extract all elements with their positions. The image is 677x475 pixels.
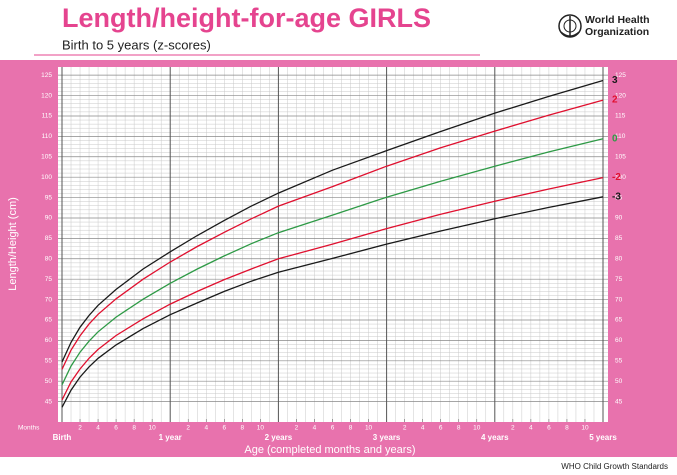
- series-label: 3: [612, 75, 618, 86]
- y-tick-label: 55: [615, 358, 623, 365]
- who-logo: [558, 14, 582, 38]
- org-name: World Health: [585, 14, 650, 26]
- month-tick-label: 10: [473, 425, 481, 432]
- month-tick-label: 10: [257, 425, 265, 432]
- y-tick-label: 110: [615, 133, 626, 140]
- y-tick-label: 70: [45, 296, 53, 303]
- x-tick-label: 1 year: [159, 433, 182, 442]
- month-tick-label: 2: [186, 425, 190, 432]
- y-tick-label: 45: [615, 398, 623, 405]
- y-tick-label: 80: [45, 256, 53, 263]
- month-tick-label: 10: [365, 425, 373, 432]
- series-label: -3: [612, 191, 621, 202]
- series-line: [61, 176, 604, 401]
- month-tick-label: 8: [349, 425, 353, 432]
- y-tick-label: 85: [45, 235, 53, 242]
- y-tick-label: 125: [41, 72, 52, 79]
- y-tick-label: 115: [42, 113, 53, 120]
- y-tick-label: 115: [615, 113, 626, 120]
- org-name: Organization: [585, 26, 649, 38]
- y-tick-label: 125: [615, 72, 626, 79]
- month-tick-label: 4: [96, 425, 100, 432]
- series-label: 0: [612, 133, 618, 144]
- y-tick-label: 60: [45, 337, 53, 344]
- month-tick-label: 4: [313, 425, 317, 432]
- month-tick-label: 6: [222, 425, 226, 432]
- chart-subtitle: Birth to 5 years (z-scores): [62, 37, 211, 52]
- series-line: [61, 79, 604, 363]
- month-tick-label: 6: [331, 425, 335, 432]
- footer: WHO Child Growth Standards: [561, 462, 668, 471]
- month-tick-label: 6: [547, 425, 551, 432]
- month-tick-label: 2: [295, 425, 299, 432]
- y-tick-label: 50: [45, 378, 53, 385]
- month-tick-label: 8: [457, 425, 461, 432]
- y-tick-label: 110: [42, 133, 53, 140]
- y-tick-label: 120: [41, 92, 52, 99]
- month-tick-label: 2: [78, 425, 82, 432]
- series-line: [61, 138, 604, 386]
- y-tick-label: 85: [615, 235, 623, 242]
- series-line: [61, 196, 604, 408]
- x-tick-label: 4 years: [481, 433, 509, 442]
- y-tick-label: 75: [45, 276, 53, 283]
- y-tick-label: 120: [615, 92, 626, 99]
- series-line: [61, 99, 604, 370]
- y-tick-label: 55: [45, 358, 53, 365]
- month-tick-label: 2: [403, 425, 407, 432]
- y-tick-label: 95: [45, 194, 53, 201]
- y-tick-label: 70: [615, 296, 623, 303]
- y-tick-label: 100: [615, 174, 626, 181]
- x-tick-label: Birth: [53, 433, 72, 442]
- month-tick-label: 8: [565, 425, 569, 432]
- month-tick-label: 10: [581, 425, 589, 432]
- month-tick-label: 4: [529, 425, 533, 432]
- x-tick-label: 2 years: [265, 433, 293, 442]
- y-tick-label: 45: [45, 398, 53, 405]
- month-tick-label: 6: [114, 425, 118, 432]
- month-tick-label: 4: [421, 425, 425, 432]
- y-tick-label: 105: [615, 153, 626, 160]
- month-tick-label: 8: [241, 425, 245, 432]
- month-tick-label: 8: [132, 425, 136, 432]
- y-tick-label: 65: [615, 317, 623, 324]
- x-tick-label: 5 years: [589, 433, 617, 442]
- month-tick-label: 6: [439, 425, 443, 432]
- y-tick-label: 65: [45, 317, 53, 324]
- y-tick-label: 50: [615, 378, 623, 385]
- y-tick-label: 75: [615, 276, 623, 283]
- y-tick-label: 95: [615, 194, 623, 201]
- month-tick-label: 2: [511, 425, 515, 432]
- series-label: -2: [612, 172, 621, 183]
- month-tick-label: 10: [149, 425, 157, 432]
- y-tick-label: 90: [45, 215, 53, 222]
- series-label: 2: [612, 95, 618, 106]
- months-label: Months: [18, 425, 40, 432]
- x-tick-label: 3 years: [373, 433, 401, 442]
- chart-title: Length/height-for-age GIRLS: [62, 3, 431, 33]
- y-tick-label: 60: [615, 337, 623, 344]
- y-tick-label: 80: [615, 256, 623, 263]
- y-tick-label: 100: [41, 174, 52, 181]
- y-tick-label: 90: [615, 215, 623, 222]
- month-tick-label: 4: [204, 425, 208, 432]
- y-axis-label: Length/Height (cm): [7, 197, 19, 291]
- y-tick-label: 105: [41, 153, 52, 160]
- x-axis-label: Age (completed months and years): [244, 444, 415, 456]
